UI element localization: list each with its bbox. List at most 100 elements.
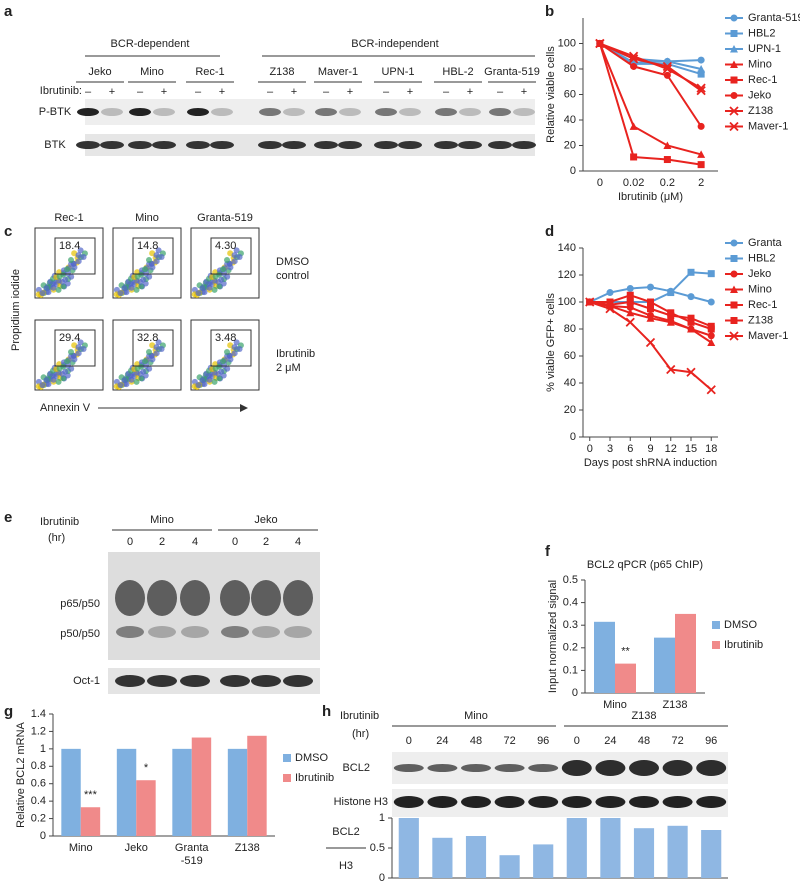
legend-marker xyxy=(729,331,739,341)
sign: – xyxy=(323,86,330,98)
data-point xyxy=(666,364,676,375)
panel-label: c xyxy=(4,223,12,240)
band xyxy=(662,796,693,808)
lane-label: 0 xyxy=(406,735,412,747)
band xyxy=(461,796,491,808)
legend-label: Z138 xyxy=(748,314,773,326)
band xyxy=(427,764,458,772)
sign: + xyxy=(109,86,115,98)
band xyxy=(696,760,727,776)
row-label: P-BTK xyxy=(39,106,72,118)
gate-value: 4.30 xyxy=(215,240,236,252)
x-tick-label: 6 xyxy=(627,443,633,455)
data-point xyxy=(595,38,605,49)
cell-line: HBL-2 xyxy=(442,66,473,78)
band xyxy=(152,141,176,149)
data-point xyxy=(707,298,715,306)
axis-title: Relative BCL2 mRNA xyxy=(15,721,27,827)
y-tick-label: 60 xyxy=(564,350,576,362)
bar xyxy=(594,621,615,693)
band xyxy=(489,108,511,116)
dot xyxy=(43,377,50,384)
dot xyxy=(138,363,145,370)
band xyxy=(561,796,592,808)
series-line xyxy=(599,42,702,76)
gate xyxy=(210,329,252,367)
band xyxy=(662,760,693,776)
lane-label: 72 xyxy=(671,735,683,747)
data-point xyxy=(697,65,706,73)
dot xyxy=(216,271,223,278)
band xyxy=(528,764,559,772)
axis-title: Input normalized signal xyxy=(547,580,559,693)
band xyxy=(221,626,249,638)
panel-label: d xyxy=(545,223,554,240)
y-tick-label: 40 xyxy=(564,114,576,126)
legend-marker xyxy=(729,106,739,116)
band xyxy=(252,626,280,638)
dot xyxy=(77,339,84,346)
dot xyxy=(55,286,62,293)
dot xyxy=(158,346,165,353)
band xyxy=(258,141,282,149)
y-tick-label: 1.4 xyxy=(31,708,46,720)
x-tick-label: Mino xyxy=(69,842,93,854)
data-point xyxy=(662,61,673,72)
bar xyxy=(701,830,722,878)
data-point xyxy=(687,293,695,301)
cell-line: Granta-519 xyxy=(484,66,540,78)
axis-title: Annexin V xyxy=(40,402,91,414)
data-point xyxy=(697,122,705,130)
bar xyxy=(465,836,487,878)
band xyxy=(393,796,424,808)
bar xyxy=(136,780,156,836)
lane-label: 4 xyxy=(295,536,301,548)
axis-title: Relative viable cells xyxy=(545,46,557,143)
dot xyxy=(153,350,160,357)
y-tick-label: 0.6 xyxy=(31,778,46,790)
x-tick-label: Jeko xyxy=(125,842,148,854)
density xyxy=(191,339,244,390)
legend-label: Maver-1 xyxy=(748,330,788,342)
chart-title: BCL2 qPCR (p65 ChIP) xyxy=(587,559,703,571)
sign: – xyxy=(383,86,390,98)
band xyxy=(210,141,234,149)
dot xyxy=(236,254,243,261)
band xyxy=(187,108,209,116)
band xyxy=(629,796,659,808)
legend-label: Rec-1 xyxy=(748,299,777,311)
legend-marker xyxy=(730,30,738,37)
lane-label: 24 xyxy=(604,735,616,747)
panel-label: h xyxy=(322,703,331,720)
y-tick-label: 0 xyxy=(570,431,576,443)
gate xyxy=(54,237,96,275)
sign: + xyxy=(347,86,353,98)
column-title: Rec-1 xyxy=(54,212,83,224)
bar xyxy=(191,737,212,836)
bar xyxy=(499,855,520,878)
band xyxy=(461,764,491,772)
y-tick-label: 80 xyxy=(564,63,576,75)
dot xyxy=(231,252,238,259)
lane-label: 72 xyxy=(503,735,515,747)
data-point xyxy=(697,150,706,158)
data-point xyxy=(706,385,716,395)
density xyxy=(113,339,166,390)
series-line xyxy=(599,42,702,89)
legend-marker xyxy=(729,121,739,132)
y-tick-label: 1 xyxy=(379,812,385,824)
lane-label: 24 xyxy=(436,735,448,747)
legend-label: Granta-519 xyxy=(748,12,800,24)
panel-label: f xyxy=(545,543,551,560)
band xyxy=(220,580,250,616)
legend-marker xyxy=(730,60,738,68)
band xyxy=(153,108,175,116)
y-tick-label: 0 xyxy=(40,830,46,842)
bar xyxy=(247,735,267,836)
band xyxy=(374,141,398,149)
dot xyxy=(218,368,225,375)
legend-label: Mino xyxy=(748,283,772,295)
band xyxy=(100,141,124,149)
dot xyxy=(220,266,227,273)
legend-label: Ibrutinib xyxy=(295,772,334,784)
